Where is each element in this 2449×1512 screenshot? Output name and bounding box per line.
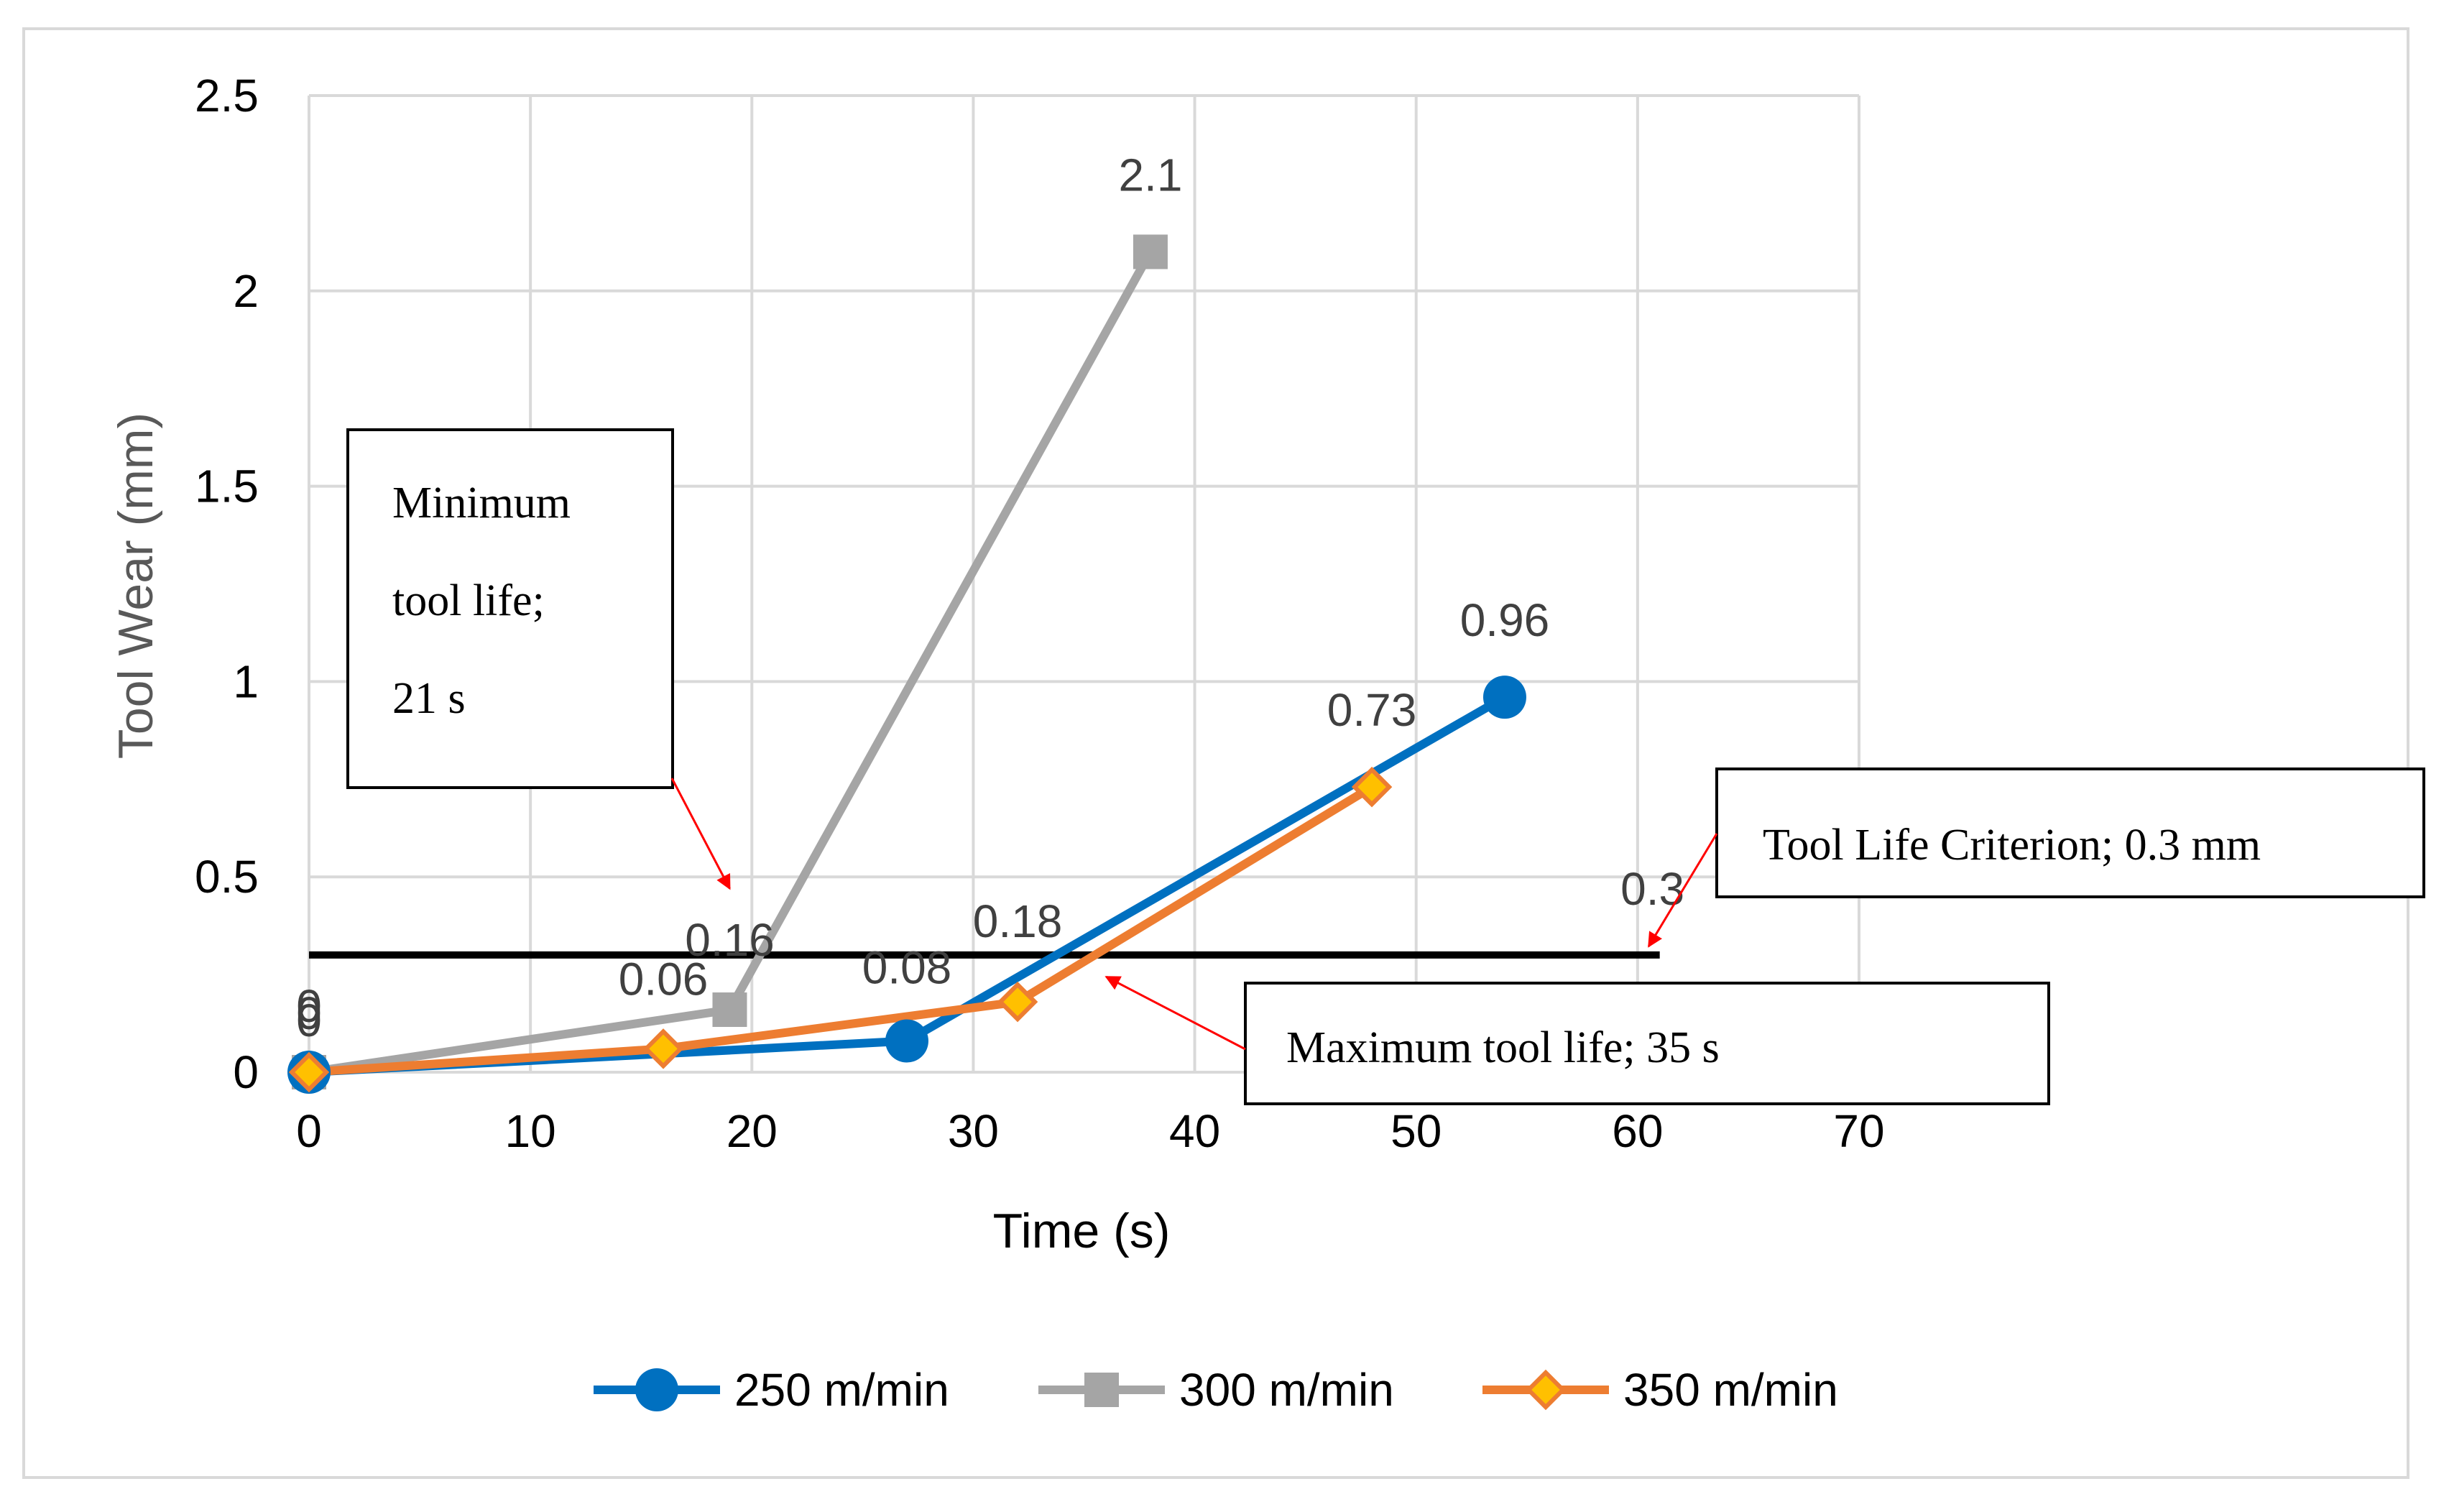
legend-item-300-m-min[interactable]: 300 m/min	[1038, 1364, 1394, 1416]
minimum-tool-life-text: tool life;	[392, 576, 545, 625]
y-tick-label: 0	[233, 1046, 259, 1098]
legend[interactable]: 250 m/min 300 m/min 350 m/min	[594, 1364, 1838, 1416]
x-tick-label: 50	[1390, 1105, 1442, 1157]
legend-swatch-marker	[635, 1368, 678, 1411]
legend-label: 350 m/min	[1623, 1364, 1838, 1416]
minimum-tool-life-text: Minimum	[392, 479, 571, 527]
data-point-marker	[1351, 766, 1393, 808]
data-point-marker	[1482, 676, 1526, 719]
data-point-marker	[885, 1019, 928, 1063]
data-label: 0	[296, 995, 322, 1046]
legend-swatch-marker	[1525, 1369, 1567, 1411]
data-label: 0.96	[1460, 594, 1550, 646]
minimum-tool-life-box	[346, 428, 674, 789]
data-point-marker	[288, 1051, 330, 1093]
legend-label: 250 m/min	[734, 1364, 949, 1416]
x-axis-title: Time (s)	[993, 1204, 1171, 1258]
x-tick-label: 20	[727, 1105, 778, 1157]
data-label: 0	[296, 980, 322, 1032]
legend-swatch-marker	[1084, 1373, 1119, 1407]
y-tick-label: 2.5	[195, 70, 259, 121]
y-axis-ticks: 0 0.5 1 1.5 2 2.5	[195, 70, 259, 1098]
data-label: 0.18	[973, 895, 1063, 947]
x-tick-label: 30	[948, 1105, 999, 1157]
data-point-marker	[642, 1028, 684, 1069]
data-point-marker	[997, 981, 1038, 1023]
y-axis-title: Tool Wear (mm)	[109, 412, 163, 759]
legend-label: 300 m/min	[1179, 1364, 1394, 1416]
x-tick-label: 10	[505, 1105, 556, 1157]
minimum-tool-life-arrow	[670, 778, 731, 890]
criterion-value-label: 0.3	[1620, 863, 1684, 915]
x-tick-label: 70	[1833, 1105, 1884, 1157]
tool-life-criterion-arrow	[1647, 833, 1718, 948]
y-tick-label: 0.5	[195, 851, 259, 903]
x-tick-label: 0	[296, 1105, 322, 1157]
annotations: Minimum tool life; 21 s Tool Life Criterion…	[346, 428, 2425, 1105]
data-point-marker	[1133, 234, 1168, 269]
legend-item-250-m-min[interactable]: 250 m/min	[594, 1364, 949, 1416]
y-tick-label: 2	[233, 265, 259, 317]
maximum-tool-life-box	[1244, 982, 2050, 1105]
maximum-tool-life-arrow	[1104, 975, 1246, 1051]
tool-life-criterion-text: Tool Life Criterion; 0.3 mm	[1763, 821, 2261, 870]
data-label: 0	[296, 987, 322, 1039]
series-group	[287, 234, 1526, 1094]
x-axis-ticks: 0 10 20 30 40 50 60 70	[296, 1105, 1884, 1157]
tool-life-criterion-box	[1715, 767, 2425, 898]
data-label: 0.73	[1327, 684, 1417, 736]
series-line-350-m-min	[305, 783, 1377, 1077]
data-label: 0.06	[619, 953, 709, 1005]
y-tick-label: 1.5	[195, 461, 259, 512]
data-point-marker	[712, 992, 747, 1028]
data-label: 2.1	[1118, 149, 1182, 200]
data-label: 0.16	[685, 914, 775, 966]
x-tick-label: 60	[1612, 1105, 1663, 1157]
x-tick-label: 40	[1169, 1105, 1220, 1157]
legend-item-350-m-min[interactable]: 350 m/min	[1482, 1364, 1838, 1416]
maximum-tool-life-text: Maximum tool life; 35 s	[1286, 1023, 1720, 1072]
data-labels: 0 0.08 0.96 0 0.16 2.1 0 0.06 0.18 0.73	[296, 149, 1549, 1046]
y-tick-label: 1	[233, 655, 259, 707]
data-label: 0.08	[862, 942, 952, 994]
minimum-tool-life-text: 21 s	[392, 674, 466, 723]
